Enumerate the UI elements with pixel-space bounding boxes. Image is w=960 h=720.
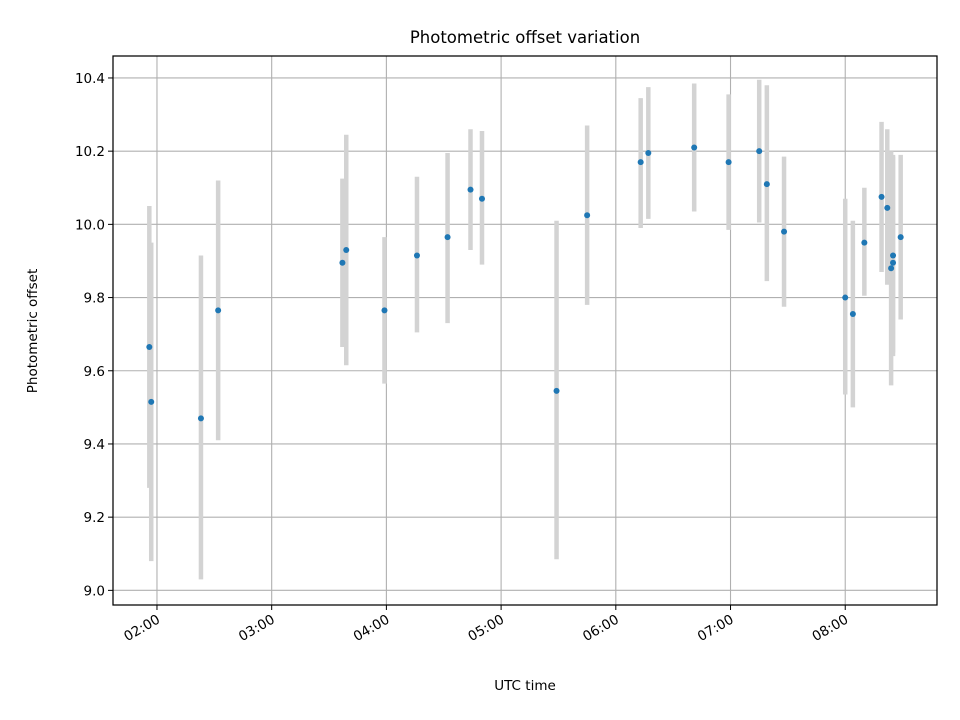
data-point xyxy=(413,252,420,259)
data-point xyxy=(897,234,904,241)
y-tick-label: 10.2 xyxy=(75,144,105,160)
data-point xyxy=(637,159,644,166)
data-point xyxy=(148,398,155,405)
data-point xyxy=(339,259,346,266)
x-axis-label: UTC time xyxy=(494,678,556,694)
data-point xyxy=(691,144,698,151)
y-tick-label: 9.8 xyxy=(84,291,105,307)
data-point xyxy=(197,415,204,422)
data-point xyxy=(146,343,153,350)
data-point xyxy=(215,307,222,314)
data-point xyxy=(842,294,849,301)
data-point xyxy=(584,212,591,219)
data-point xyxy=(849,311,856,318)
data-point xyxy=(725,159,732,166)
data-point xyxy=(890,259,897,266)
y-axis-label: Photometric offset xyxy=(25,269,41,393)
data-point xyxy=(781,228,788,235)
data-point xyxy=(861,239,868,246)
data-point xyxy=(884,204,891,211)
data-point xyxy=(478,195,485,202)
y-tick-label: 9.0 xyxy=(84,583,105,599)
y-tick-label: 9.2 xyxy=(84,510,105,526)
chart-title: Photometric offset variation xyxy=(410,28,640,47)
y-tick-label: 10.4 xyxy=(75,71,105,87)
y-tick-label: 10.0 xyxy=(75,217,105,233)
data-point xyxy=(343,246,350,253)
data-point xyxy=(381,307,388,314)
data-point xyxy=(890,252,897,259)
data-point xyxy=(444,234,451,241)
y-tick-label: 9.6 xyxy=(84,364,105,380)
data-point xyxy=(888,265,895,272)
plot-frame xyxy=(112,55,938,606)
data-points xyxy=(146,144,904,422)
data-point xyxy=(553,387,560,394)
y-tick-label: 9.4 xyxy=(84,437,105,453)
data-point xyxy=(467,186,474,193)
data-point xyxy=(878,193,885,200)
data-point xyxy=(763,181,770,188)
data-point xyxy=(756,148,763,155)
data-point xyxy=(645,149,652,156)
